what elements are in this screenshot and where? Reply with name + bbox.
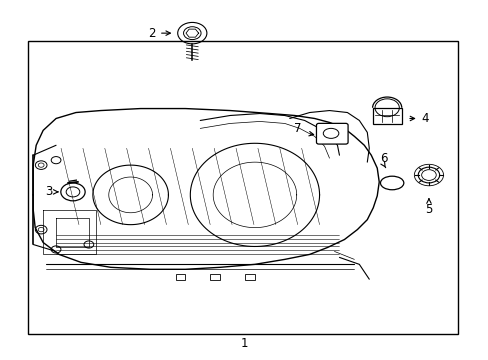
- Ellipse shape: [380, 176, 403, 190]
- Bar: [28, 41, 458, 334]
- Text: 3: 3: [44, 185, 58, 198]
- Bar: [244, 274, 254, 280]
- Bar: [372, 108, 401, 124]
- FancyBboxPatch shape: [316, 123, 347, 144]
- Bar: [175, 274, 185, 280]
- Bar: [210, 274, 220, 280]
- Text: 6: 6: [380, 152, 387, 165]
- Text: 7: 7: [293, 122, 301, 135]
- Text: 5: 5: [425, 203, 432, 216]
- Ellipse shape: [323, 129, 338, 138]
- Text: 4: 4: [409, 112, 428, 125]
- Text: 1: 1: [240, 337, 247, 350]
- Text: 2: 2: [148, 27, 170, 40]
